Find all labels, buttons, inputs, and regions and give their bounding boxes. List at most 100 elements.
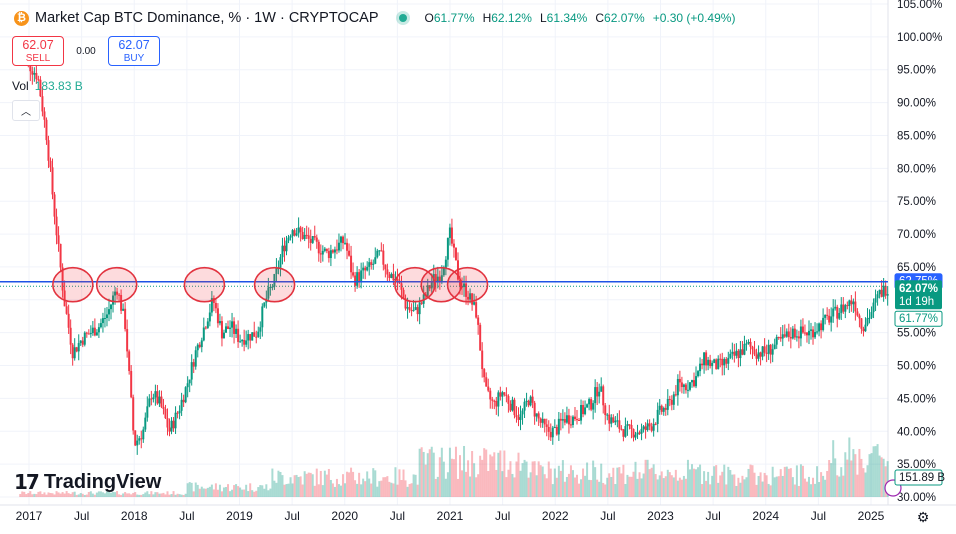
sell-button[interactable]: 62.07 SELL [12, 36, 64, 66]
candle-body [368, 262, 371, 267]
volume-bar [162, 492, 165, 497]
candle-body [674, 394, 677, 396]
y-tick-label: 80.00% [897, 163, 936, 175]
volume-bar [539, 465, 542, 497]
volume-bar [128, 493, 131, 497]
candle-body [610, 417, 613, 424]
volume-bar [166, 491, 169, 497]
volume-bar [882, 458, 885, 497]
x-tick-label: Jul [390, 509, 405, 523]
candle-body [222, 332, 225, 339]
volume-bar [144, 492, 147, 497]
candle-body [442, 267, 445, 276]
volume-bar [239, 487, 242, 497]
candle-body [204, 327, 207, 329]
tradingview-logo[interactable]: 17 TradingView [14, 470, 161, 494]
candle-body [291, 230, 294, 237]
volume-bar [477, 474, 480, 497]
candle-body [487, 386, 490, 391]
candle-body [249, 334, 252, 341]
volume-bar [57, 492, 60, 497]
volume-bar [73, 491, 76, 497]
candle-body [362, 267, 365, 271]
candle-body [565, 415, 568, 423]
volume-bar [529, 472, 532, 497]
volume-bar [196, 484, 199, 497]
candle-body [124, 308, 127, 330]
candle-body [384, 264, 387, 270]
volume-bar [341, 474, 344, 497]
volume-bar [313, 485, 316, 497]
volume-bar [35, 494, 38, 497]
volume-bar [650, 467, 653, 497]
candle-body [160, 396, 163, 407]
candle-body [396, 278, 399, 281]
candle-body [245, 340, 248, 345]
volume-bar [688, 469, 691, 497]
volume-bar [551, 484, 554, 497]
volume-bar [307, 472, 310, 497]
candle-body [444, 259, 447, 268]
y-tick-label: 90.00% [897, 98, 936, 110]
candle-body [382, 250, 385, 265]
volume-bar [132, 492, 135, 497]
gear-icon[interactable]: ⚙ [916, 508, 930, 525]
volume-price-label: 151.89 B [899, 472, 945, 484]
volume-bar [638, 472, 641, 497]
candle-body [795, 336, 798, 338]
candle-body [390, 273, 393, 278]
candle-body [600, 386, 603, 392]
volume-bar [860, 458, 863, 497]
candle-body [684, 384, 687, 391]
candle-body [263, 302, 266, 307]
volume-bar [190, 482, 193, 497]
candle-body [227, 326, 230, 329]
volume-bar [781, 475, 784, 497]
volume-bar [489, 454, 492, 497]
candle-body [87, 333, 90, 335]
volume-bar [59, 493, 62, 497]
collapse-legend-button[interactable]: ︿ [12, 100, 40, 121]
candle-body [241, 339, 244, 342]
volume-bar [483, 448, 486, 497]
volume-bar [45, 494, 48, 497]
candle-body [612, 417, 615, 423]
candle-body [725, 358, 728, 364]
volume-bar [364, 481, 367, 497]
candle-body [400, 283, 403, 290]
x-tick-label: 2024 [752, 509, 779, 523]
volume-legend[interactable]: Vol 183.83 B [12, 79, 83, 93]
volume-bar [519, 470, 522, 497]
candle-body [71, 344, 74, 359]
candle-body [178, 410, 181, 414]
candle-body [848, 300, 851, 306]
volume-bar [356, 483, 359, 497]
candle-body [319, 253, 322, 255]
volume-bar [707, 471, 710, 497]
volume-bar [172, 491, 175, 497]
volume-bar [674, 469, 677, 497]
volume-bar [660, 471, 663, 497]
candle-body [499, 392, 502, 397]
chart-title[interactable]: Market Cap BTC Dominance, % · 1W · CRYPT… [35, 10, 379, 26]
buy-button[interactable]: 62.07 BUY [108, 36, 160, 66]
x-tick-label: 2023 [647, 509, 674, 523]
candle-body [105, 314, 108, 319]
x-tick-label: Jul [284, 509, 299, 523]
annotation-ellipse [420, 266, 463, 303]
volume-bar [67, 493, 70, 497]
volume-bar [592, 460, 595, 497]
candle-body [331, 250, 334, 253]
volume-bar [29, 491, 32, 497]
volume-bar [408, 484, 411, 497]
volume-bar [136, 494, 139, 497]
volume-bar [436, 476, 439, 497]
volume-bar [561, 460, 564, 497]
volume-bar [243, 489, 246, 497]
volume-bar [662, 478, 665, 497]
candle-body [440, 275, 443, 282]
volume-bar [273, 480, 276, 497]
volume-bar [289, 477, 292, 497]
